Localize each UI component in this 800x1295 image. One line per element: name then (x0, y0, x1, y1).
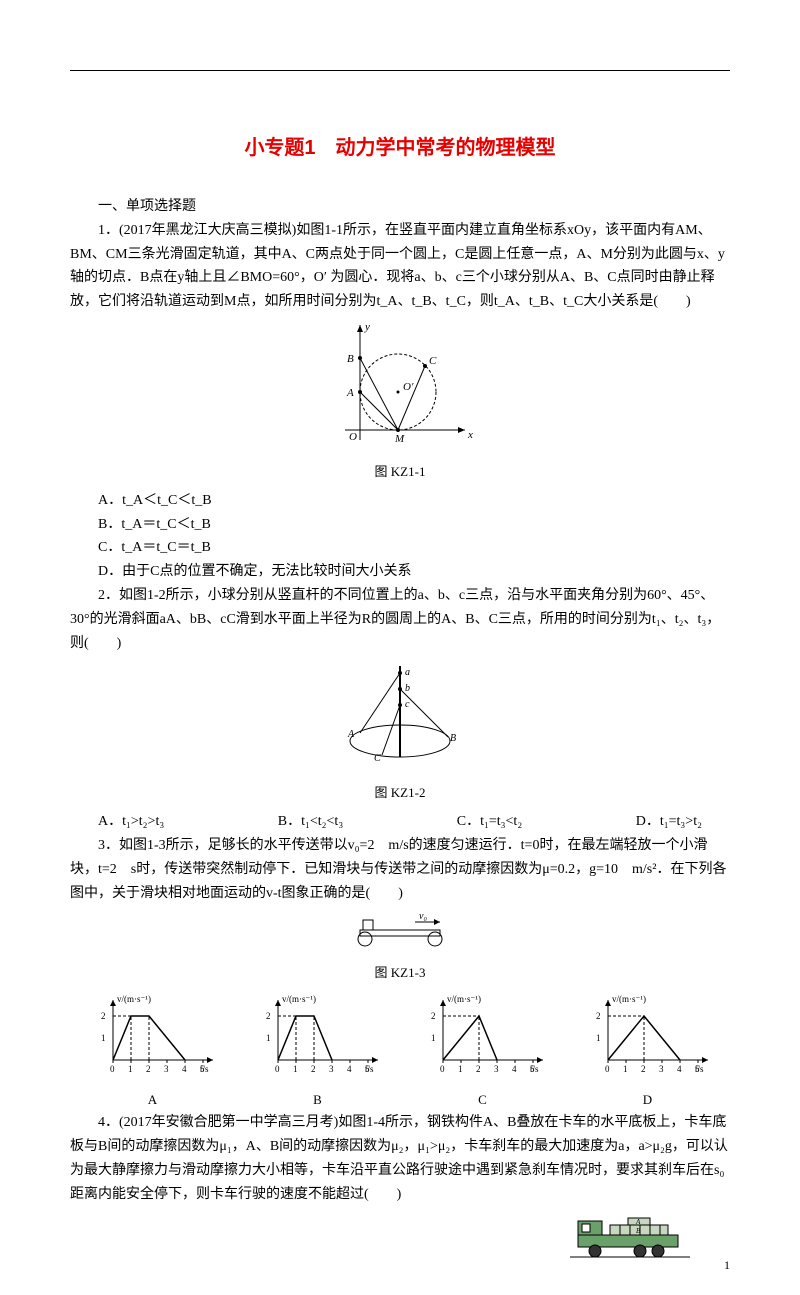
svg-text:1: 1 (431, 1033, 436, 1043)
svg-text:4: 4 (512, 1064, 517, 1074)
svg-text:2: 2 (641, 1064, 646, 1074)
svg-text:4: 4 (347, 1064, 352, 1074)
svg-text:a: a (405, 667, 410, 678)
chart-A: v/(m·s⁻¹)t/s21012345A (88, 990, 218, 1111)
svg-text:1: 1 (458, 1064, 463, 1074)
page-title: 小专题1 动力学中常考的物理模型 (70, 131, 730, 165)
svg-text:2: 2 (311, 1064, 316, 1074)
fig2-caption: 图 KZ1-2 (70, 782, 730, 804)
svg-text:0: 0 (440, 1064, 445, 1074)
svg-text:1: 1 (128, 1064, 133, 1074)
svg-text:1: 1 (623, 1064, 628, 1074)
svg-text:B: B (347, 353, 354, 365)
svg-text:2: 2 (596, 1011, 601, 1021)
fig-4: A B (70, 1213, 730, 1270)
q2-opt-c: C．t₁=t₃<t₂ (457, 810, 522, 834)
svg-text:4: 4 (182, 1064, 187, 1074)
svg-text:2: 2 (101, 1011, 106, 1021)
svg-text:O′: O′ (403, 381, 414, 393)
svg-text:O: O (349, 431, 357, 443)
svg-text:b: b (405, 683, 410, 694)
svg-text:v/(m·s⁻¹): v/(m·s⁻¹) (117, 994, 151, 1004)
q2-opt-a: A．t₁>t₂>t₃ (98, 810, 164, 834)
section-heading: 一、单项选择题 (70, 195, 730, 219)
fig4-svg: A B (570, 1213, 690, 1261)
q1-opt-c: C．t_A＝t_C＝t_B (70, 536, 730, 560)
svg-text:v/(m·s⁻¹): v/(m·s⁻¹) (282, 994, 316, 1004)
q2-opts: A．t₁>t₂>t₃ B．t₁<t₂<t₃ C．t₁=t₃<t₂ D．t₁=t₃… (70, 810, 730, 834)
svg-text:v/(m·s⁻¹): v/(m·s⁻¹) (612, 994, 646, 1004)
svg-text:3: 3 (329, 1064, 334, 1074)
q3-text: 3．如图1-3所示，足够长的水平传送带以v₀=2 m/s的速度匀速运行．t=0时… (70, 834, 730, 905)
svg-text:c: c (405, 699, 410, 710)
fig3-svg: v₀ (345, 912, 455, 952)
svg-text:C: C (374, 753, 381, 764)
svg-text:5: 5 (695, 1064, 700, 1074)
svg-text:M: M (394, 433, 405, 445)
q1-opt-a: A．t_A＜t_C＜t_B (70, 489, 730, 513)
chart-C: v/(m·s⁻¹)t/s21012345C (418, 990, 548, 1111)
svg-text:2: 2 (431, 1011, 436, 1021)
svg-text:2: 2 (476, 1064, 481, 1074)
q1-opt-d: D．由于C点的位置不确定，无法比较时间大小关系 (70, 560, 730, 584)
svg-text:A: A (635, 1218, 641, 1226)
fig3-caption: 图 KZ1-3 (70, 962, 730, 984)
svg-text:3: 3 (659, 1064, 664, 1074)
fig2-svg: a b c A B C (330, 661, 470, 771)
svg-text:A: A (346, 387, 354, 399)
svg-text:v₀: v₀ (419, 912, 427, 922)
q1-opt-b: B．t_A＝t_C＜t_B (70, 513, 730, 537)
svg-text:1: 1 (101, 1033, 106, 1043)
svg-text:2: 2 (146, 1064, 151, 1074)
svg-text:C: C (429, 355, 437, 367)
svg-text:1: 1 (293, 1064, 298, 1074)
svg-text:0: 0 (605, 1064, 610, 1074)
svg-text:A: A (347, 729, 355, 740)
q1-text: 1．(2017年黑龙江大庆高三模拟)如图1-1所示，在竖直平面内建立直角坐标系x… (70, 219, 730, 314)
svg-text:v/(m·s⁻¹): v/(m·s⁻¹) (447, 994, 481, 1004)
fig1-caption: 图 KZ1-1 (70, 461, 730, 483)
svg-text:0: 0 (110, 1064, 115, 1074)
q2-opt-b: B．t₁<t₂<t₃ (278, 810, 343, 834)
svg-text:2: 2 (266, 1011, 271, 1021)
svg-text:5: 5 (200, 1064, 205, 1074)
svg-text:x: x (467, 429, 473, 441)
svg-text:B: B (636, 1227, 641, 1235)
fig-3: v₀ 图 KZ1-3 (70, 912, 730, 985)
svg-text:0: 0 (275, 1064, 280, 1074)
chart-B: v/(m·s⁻¹)t/s21012345B (253, 990, 383, 1111)
fig-2: a b c A B C 图 KZ1-2 (70, 661, 730, 804)
page-number: 1 (724, 1255, 730, 1275)
svg-text:3: 3 (494, 1064, 499, 1074)
q3-charts: v/(m·s⁻¹)t/s21012345Av/(m·s⁻¹)t/s2101234… (70, 990, 730, 1111)
chart-D: v/(m·s⁻¹)t/s21012345D (583, 990, 713, 1111)
fig-1: x y O O′ A B C M 图 KZ1-1 (70, 320, 730, 483)
svg-text:1: 1 (596, 1033, 601, 1043)
svg-text:5: 5 (365, 1064, 370, 1074)
q2-opt-d: D．t₁=t₃>t₂ (636, 810, 702, 834)
svg-text:5: 5 (530, 1064, 535, 1074)
svg-text:y: y (364, 321, 370, 333)
top-rule (70, 70, 730, 71)
fig1-svg: x y O O′ A B C M (325, 320, 475, 450)
q2-text: 2．如图1-2所示，小球分别从竖直杆的不同位置上的a、b、c三点，沿与水平面夹角… (70, 584, 730, 655)
svg-text:B: B (450, 733, 456, 744)
q4-text: 4．(2017年安徽合肥第一中学高三月考)如图1-4所示，钢铁构件A、B叠放在卡… (70, 1111, 730, 1206)
svg-text:1: 1 (266, 1033, 271, 1043)
svg-text:4: 4 (677, 1064, 682, 1074)
svg-text:3: 3 (164, 1064, 169, 1074)
